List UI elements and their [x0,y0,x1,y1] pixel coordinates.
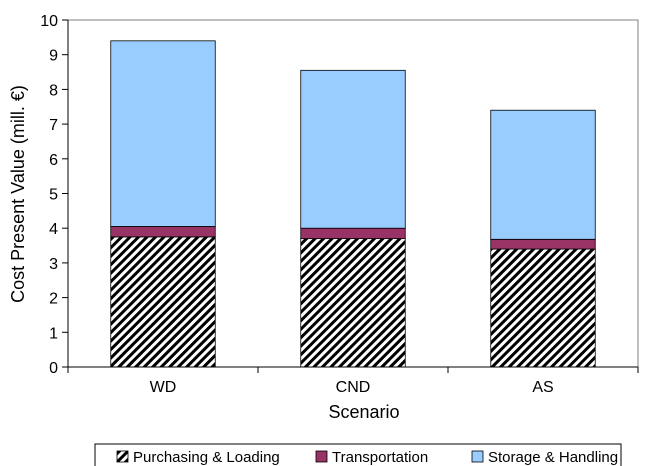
legend-label: Purchasing & Loading [133,449,280,466]
bar-segment [491,110,596,239]
bars [111,41,596,367]
legend-label: Transportation [332,449,428,466]
bar-segment [111,226,216,236]
bar-segment [111,41,216,227]
bar-segment [491,249,596,367]
y-axis: 0 1 2 3 4 5 6 7 8 9 10 [40,13,68,377]
bar-segment [301,228,406,238]
y-tick-label: 8 [49,82,58,99]
x-tick-label: CND [336,379,371,396]
y-tick-label: 9 [49,48,58,65]
legend: Purchasing & Loading Transportation Storag… [95,444,621,466]
legend-swatch [316,451,327,462]
bar-segment [111,237,216,367]
legend-swatch [117,451,128,462]
y-tick-label: 1 [49,325,58,342]
x-tick-label: AS [532,379,553,396]
bar-segment [301,70,406,228]
y-tick-label: 7 [49,117,58,134]
y-tick-label: 6 [49,152,58,169]
y-tick-label: 4 [49,221,58,238]
bar-segment [491,239,596,249]
x-axis-title: Scenario [328,402,399,422]
y-axis-title: Cost Present Value (mill. €) [8,85,28,303]
y-tick-label: 0 [49,360,58,377]
bar-segment [301,239,406,367]
y-tick-label: 2 [49,291,58,308]
y-tick-label: 3 [49,256,58,273]
legend-label: Storage & Handling [488,449,618,466]
x-tick-label: WD [150,379,177,396]
y-tick-label: 10 [40,13,58,30]
x-axis: WD CND AS [68,367,638,396]
legend-swatch [472,451,483,462]
y-tick-label: 5 [49,187,58,204]
